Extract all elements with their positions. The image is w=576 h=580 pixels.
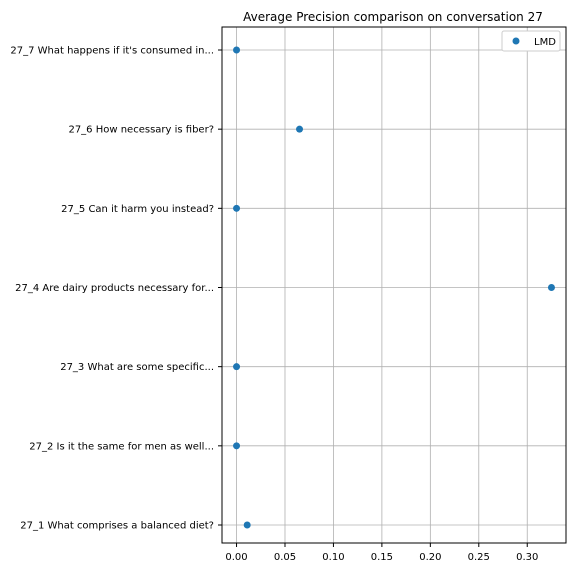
y-tick-label: 27_7 What happens if it's consumed in... bbox=[10, 46, 214, 57]
data-point bbox=[233, 46, 241, 54]
marks-layer bbox=[233, 46, 555, 529]
data-point bbox=[296, 125, 304, 133]
y-tick-label: 27_6 How necessary is fiber? bbox=[68, 125, 214, 136]
data-point bbox=[233, 363, 241, 371]
plot-frame bbox=[221, 26, 567, 544]
data-point bbox=[233, 204, 241, 212]
legend-frame bbox=[501, 30, 561, 52]
y-tick-label: 27_5 Can it harm you instead? bbox=[61, 204, 214, 215]
legend-marker bbox=[512, 37, 520, 45]
y-tick-label: 27_1 What comprises a balanced diet? bbox=[20, 521, 214, 532]
data-point bbox=[233, 442, 241, 450]
data-point bbox=[243, 521, 251, 529]
axes-layer bbox=[218, 26, 567, 547]
x-tick-label: 0.30 bbox=[516, 552, 538, 563]
y-tick-label: 27_4 Are dairy products necessary for... bbox=[15, 283, 214, 294]
x-tick-label: 0.15 bbox=[371, 552, 393, 563]
y-tick-label: 27_3 What are some specific... bbox=[60, 362, 214, 373]
grid-layer bbox=[222, 27, 566, 543]
data-point bbox=[547, 284, 555, 291]
legend-label: LMD bbox=[534, 37, 556, 48]
x-tick-label: 0.00 bbox=[225, 552, 247, 563]
x-tick-label: 0.10 bbox=[322, 552, 344, 563]
labels-layer: 0.00 0.05 0.10 0.15 0.20 0.25 0.30 27_1 What co… bbox=[10, 46, 538, 564]
x-tick-label: 0.20 bbox=[419, 552, 441, 563]
chart-title: Average Precision comparison on conversa… bbox=[243, 10, 543, 24]
x-tick-label: 0.25 bbox=[468, 552, 490, 563]
x-tick-label: 0.05 bbox=[274, 552, 296, 563]
legend: LMD bbox=[501, 30, 561, 52]
y-tick-label: 27_2 Is it the same for men as well... bbox=[29, 441, 214, 452]
